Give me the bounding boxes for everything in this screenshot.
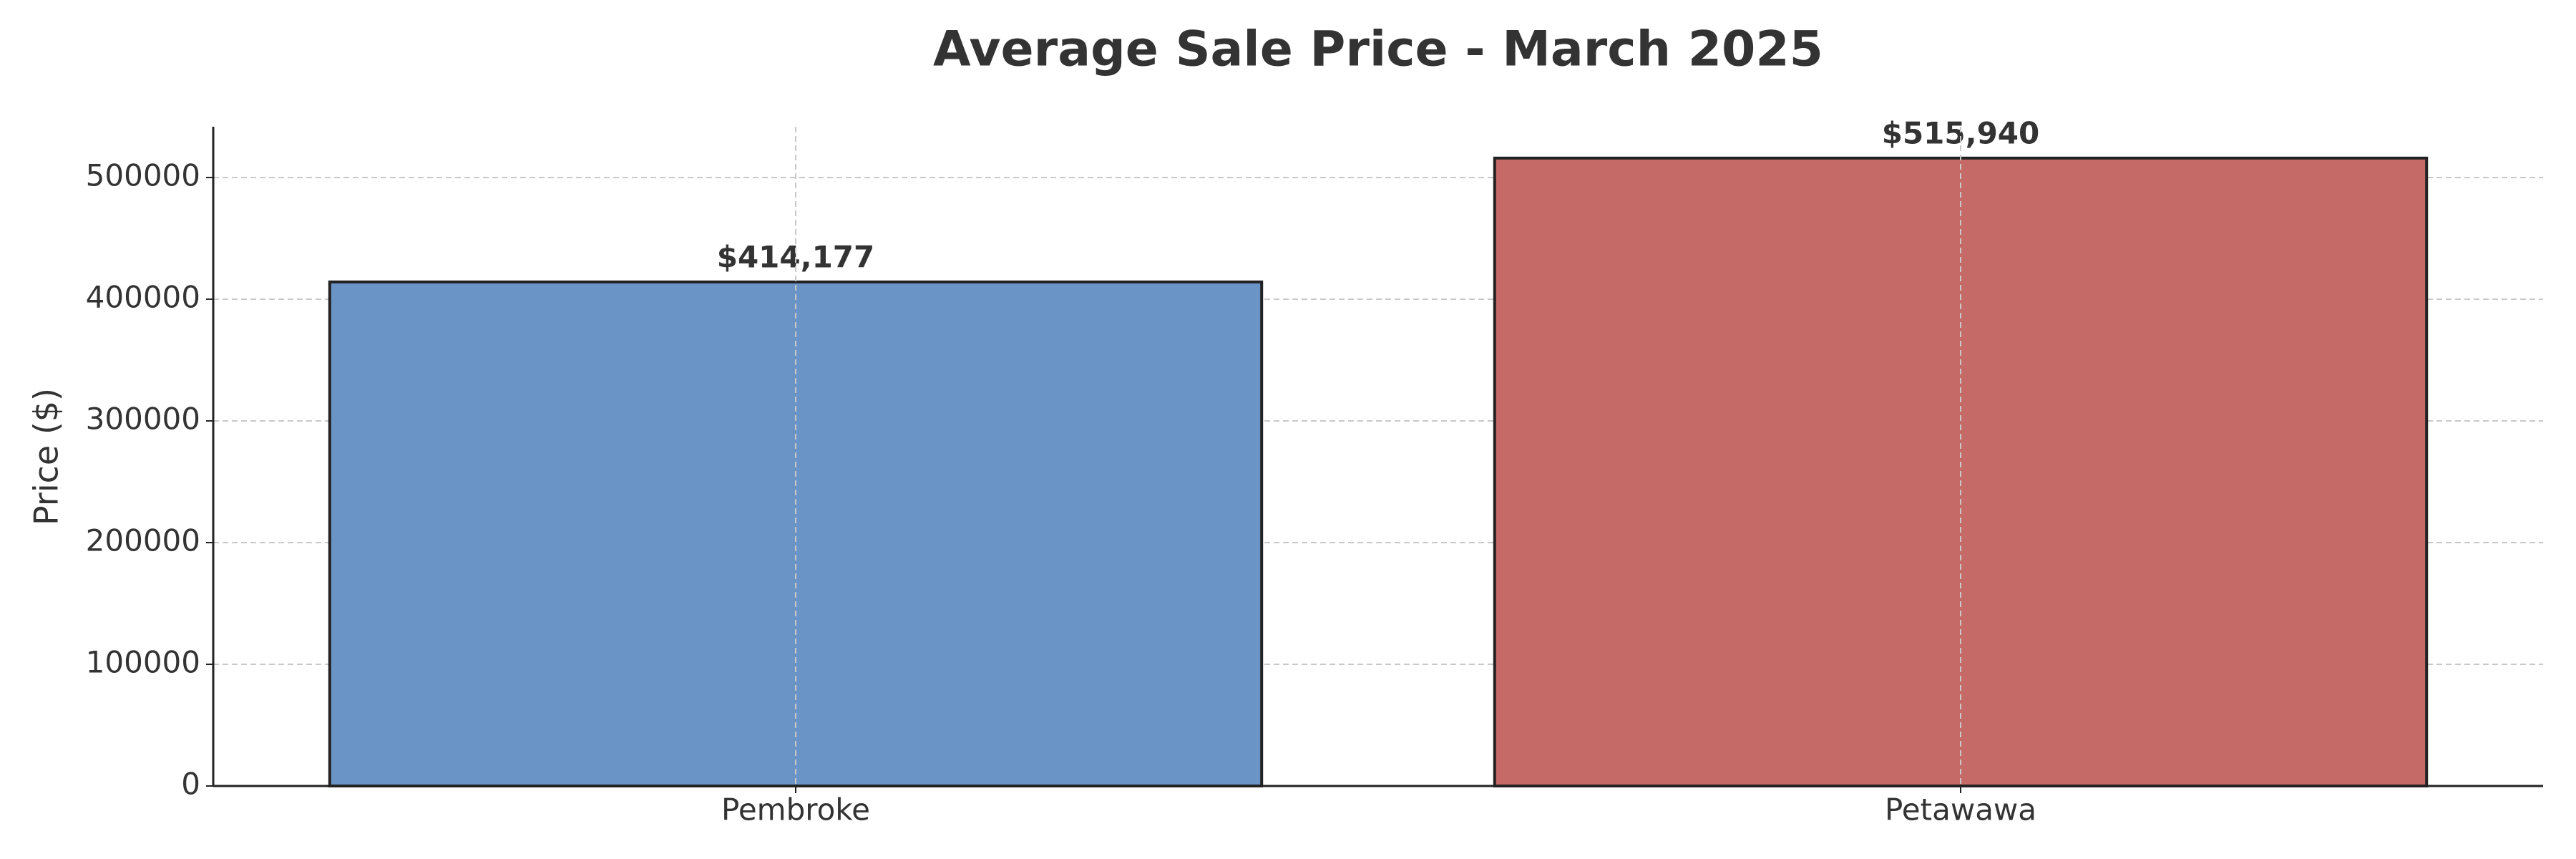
- y-tick-label: 200000: [86, 523, 200, 558]
- y-tick-label: 500000: [86, 157, 200, 193]
- y-tick-label: 300000: [86, 401, 200, 436]
- value-label: $515,940: [1882, 115, 2040, 150]
- chart-title: Average Sale Price - March 2025: [933, 21, 1823, 78]
- y-axis-label: Price ($): [27, 388, 66, 525]
- x-tick-label: Petawawa: [1885, 792, 2036, 828]
- y-tick-label: 100000: [86, 644, 200, 679]
- bar: [328, 280, 1264, 787]
- x-tick-label: Pembroke: [721, 792, 870, 828]
- y-tick-label: 0: [181, 767, 200, 802]
- y-tick-label: 400000: [86, 279, 200, 314]
